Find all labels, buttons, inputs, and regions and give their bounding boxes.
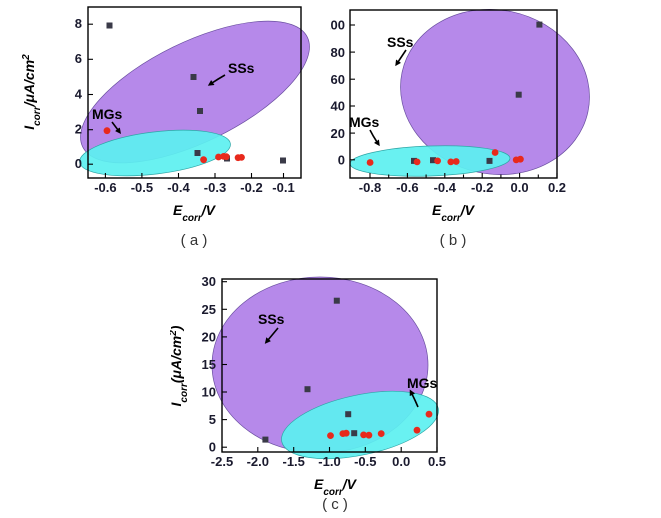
svg-text:80: 80 <box>331 45 345 60</box>
svg-text:0: 0 <box>75 156 82 171</box>
svg-text:Icorr/μA/cm2: Icorr/μA/cm2 <box>21 54 43 130</box>
svg-text:-0.5: -0.5 <box>354 454 376 469</box>
svg-text:Ecorr/V: Ecorr/V <box>173 202 217 224</box>
svg-text:SSs: SSs <box>387 34 414 50</box>
svg-text:MGs: MGs <box>349 114 380 130</box>
svg-text:-0.4: -0.4 <box>434 180 457 195</box>
svg-text:60: 60 <box>331 72 345 87</box>
svg-text:-0.2: -0.2 <box>471 180 493 195</box>
svg-text:30: 30 <box>202 274 216 289</box>
svg-text:-0.3: -0.3 <box>204 180 226 195</box>
svg-text:Icorr(μA/cm2): Icorr(μA/cm2) <box>170 325 190 406</box>
svg-text:-2.0: -2.0 <box>247 454 269 469</box>
svg-text:0.5: 0.5 <box>428 454 446 469</box>
svg-text:6: 6 <box>75 51 82 66</box>
svg-text:SSs: SSs <box>258 311 285 327</box>
svg-text:( b ): ( b ) <box>440 232 467 249</box>
svg-text:8: 8 <box>75 16 82 31</box>
svg-text:20: 20 <box>331 126 345 141</box>
svg-text:0.0: 0.0 <box>511 180 529 195</box>
svg-text:0.0: 0.0 <box>392 454 410 469</box>
svg-text:0: 0 <box>209 440 216 455</box>
svg-text:MGs: MGs <box>407 375 438 391</box>
svg-text:-1.5: -1.5 <box>282 454 304 469</box>
svg-text:-0.2: -0.2 <box>240 180 262 195</box>
svg-text:MGs: MGs <box>92 106 123 122</box>
svg-text:( a ): ( a ) <box>181 232 208 249</box>
svg-text:Ecorr/V: Ecorr/V <box>432 202 476 224</box>
svg-text:-0.1: -0.1 <box>272 180 294 195</box>
svg-text:-0.8: -0.8 <box>359 180 381 195</box>
svg-text:-2.5: -2.5 <box>211 454 233 469</box>
svg-text:10: 10 <box>202 385 216 400</box>
svg-text:SSs: SSs <box>228 60 255 76</box>
svg-text:0.2: 0.2 <box>548 180 566 195</box>
svg-text:-0.6: -0.6 <box>396 180 418 195</box>
svg-text:-0.5: -0.5 <box>131 180 153 195</box>
svg-text:-0.6: -0.6 <box>94 180 116 195</box>
svg-text:2: 2 <box>75 122 82 137</box>
svg-text:40: 40 <box>331 99 345 114</box>
svg-text:( c ): ( c ) <box>322 496 348 513</box>
svg-text:-1.0: -1.0 <box>318 454 340 469</box>
svg-text:5: 5 <box>209 412 216 427</box>
svg-text:15: 15 <box>202 357 216 372</box>
svg-text:Ecorr/V: Ecorr/V <box>314 476 358 498</box>
svg-text:25: 25 <box>202 302 216 317</box>
svg-text:-0.4: -0.4 <box>167 180 190 195</box>
svg-text:20: 20 <box>202 329 216 344</box>
svg-text:0: 0 <box>338 153 345 168</box>
svg-text:100: 100 <box>330 18 345 33</box>
svg-text:4: 4 <box>75 86 83 101</box>
